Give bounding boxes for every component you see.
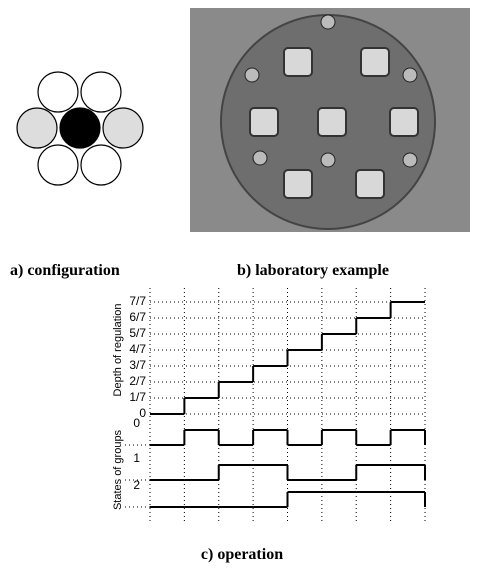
y-tick-label: 5/7 [129,326,146,340]
screws [244,14,418,168]
caption: a) configuration [10,262,120,279]
led-group-gray [16,107,58,149]
axis-label: Depth of regulation [112,304,124,397]
led-group-white [80,71,122,113]
y-tick-label: 2/7 [129,374,146,388]
caption: b) laboratory example [237,262,389,279]
y-tick-label: 6/7 [129,310,146,324]
led-group-gray [102,107,144,149]
operation-chart: 0 1/7 2/7 3/7 4/7 5/7 6/7 7/7 0 1 2 [125,288,426,522]
caption: c) operation [201,546,283,563]
configuration-diagram [16,71,144,186]
y-tick-label: 0 [139,406,146,420]
y-tick-label: 4/7 [129,342,146,356]
y-tick-label: 1/7 [129,390,146,404]
led-group-white [80,144,122,186]
leds [249,47,419,199]
y-tick-label: 3/7 [129,358,146,372]
laboratory-photo [190,8,470,232]
group-label: 1 [133,451,140,465]
led-group-white [37,71,79,113]
axis-label: States of groups [112,429,124,510]
group-label: 0 [133,416,140,430]
y-tick-label: 7/7 [129,294,146,308]
led-group-black [59,107,101,149]
group-label: 2 [133,478,140,492]
led-group-white [37,144,79,186]
